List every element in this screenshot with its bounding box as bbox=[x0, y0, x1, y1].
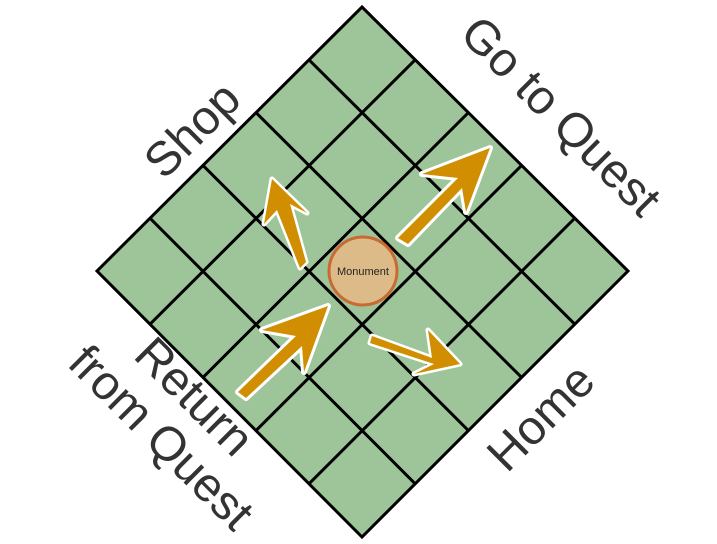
grid-line-nw bbox=[254, 164, 523, 432]
arrow-down-right-icon bbox=[367, 327, 463, 377]
arrow-up-right-icon bbox=[235, 303, 331, 401]
monument: Monument bbox=[327, 235, 399, 307]
monument-label: Monument bbox=[337, 266, 389, 278]
monument-circle bbox=[327, 235, 399, 307]
grid-line-nw bbox=[201, 111, 470, 379]
grid-line-ne bbox=[254, 111, 523, 379]
arrow-up-right-icon bbox=[395, 145, 493, 247]
arrows bbox=[235, 145, 493, 401]
grid-line-ne bbox=[201, 164, 470, 432]
arrow-up-left-icon bbox=[261, 176, 310, 271]
